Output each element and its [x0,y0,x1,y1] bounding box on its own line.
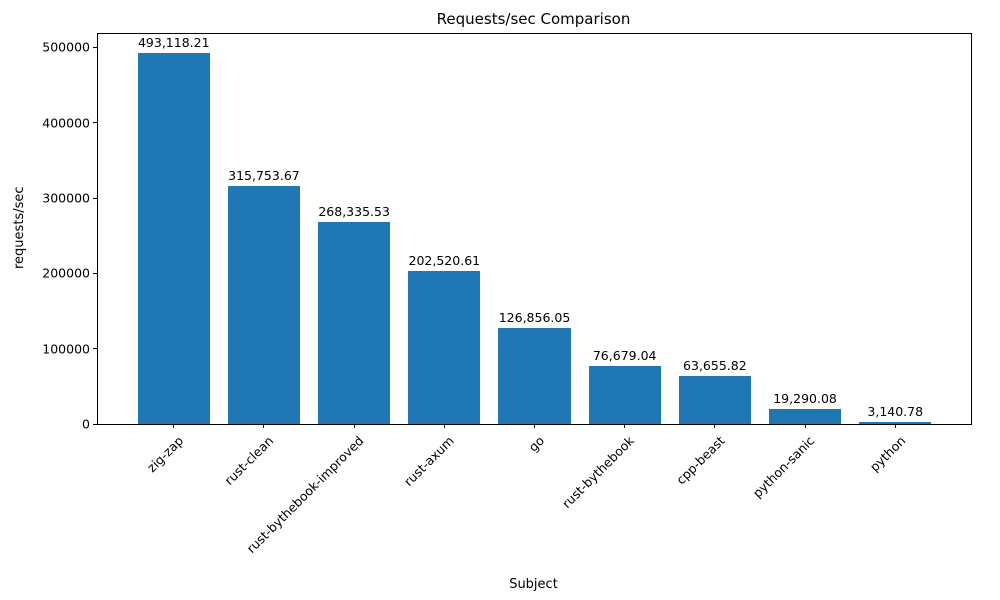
x-tick-label-text: rust-clean [221,433,277,488]
y-tick-label: 100000 [42,341,90,357]
bar-go [498,328,571,424]
x-tick-mark [263,424,265,428]
bar-zig-zap [137,52,210,424]
y-tick-mark [93,272,97,274]
plot-area: 0 100000 200000 300000 400000 500000 493,118.2… [42,33,972,556]
y-tick-mark [93,122,97,124]
y-tick-mark [93,423,97,425]
y-tick-label: 300000 [42,190,90,206]
x-tick-label-text: rust-bythebook [559,433,638,512]
y-tick-label: 0 [82,416,90,432]
bar-value-label: 3,140.78 [867,403,924,419]
y-tick-label: 500000 [42,39,90,55]
bar-value-label: 493,118.21 [137,34,210,50]
x-tick-mark [804,424,806,428]
bar-rust-bythebook [588,366,661,424]
y-tick-label: 200000 [42,265,90,281]
bar-value-label: 315,753.67 [228,168,300,184]
bar-python [859,421,932,424]
y-tick-mark [93,197,97,199]
bar-rust-axum [408,271,481,424]
y-tick-mark [93,46,97,48]
bar-value-label: 268,335.53 [318,203,390,219]
bar-value-label: 63,655.82 [683,358,747,374]
bar-value-label: 76,679.04 [592,348,657,364]
bar-value-label: 19,290.08 [773,391,837,407]
y-axis-label: requests/sec [12,186,27,270]
bar-rust-clean [227,186,300,424]
bar-rust-bythebook-improved [318,221,391,424]
x-tick-label-text: zig-zap [144,433,187,476]
x-tick-mark [894,424,896,428]
x-tick-label-text: cpp-beast [673,433,728,488]
chart-title: Requests/sec Comparison [436,10,631,28]
y-tick-mark [93,348,97,350]
x-tick-mark [353,424,355,428]
x-tick-mark [714,424,716,428]
x-tick-label-text: rust-axum [400,433,457,489]
x-axis-label: Subject [509,577,558,592]
x-tick-mark [624,424,626,428]
x-tick-label-text: python-sanic [749,433,818,501]
x-tick-mark [443,424,445,428]
x-tick-mark [173,424,175,428]
bar-value-label: 126,856.05 [498,310,571,326]
y-tick-label: 400000 [42,115,90,131]
x-tick-label-text: python [866,433,908,475]
bar-python-sanic [768,409,842,424]
bar-value-label: 202,520.61 [408,253,481,269]
x-tick-mark [534,424,535,428]
bar-cpp-beast [678,376,751,424]
x-tick-label-text: go [525,433,548,455]
